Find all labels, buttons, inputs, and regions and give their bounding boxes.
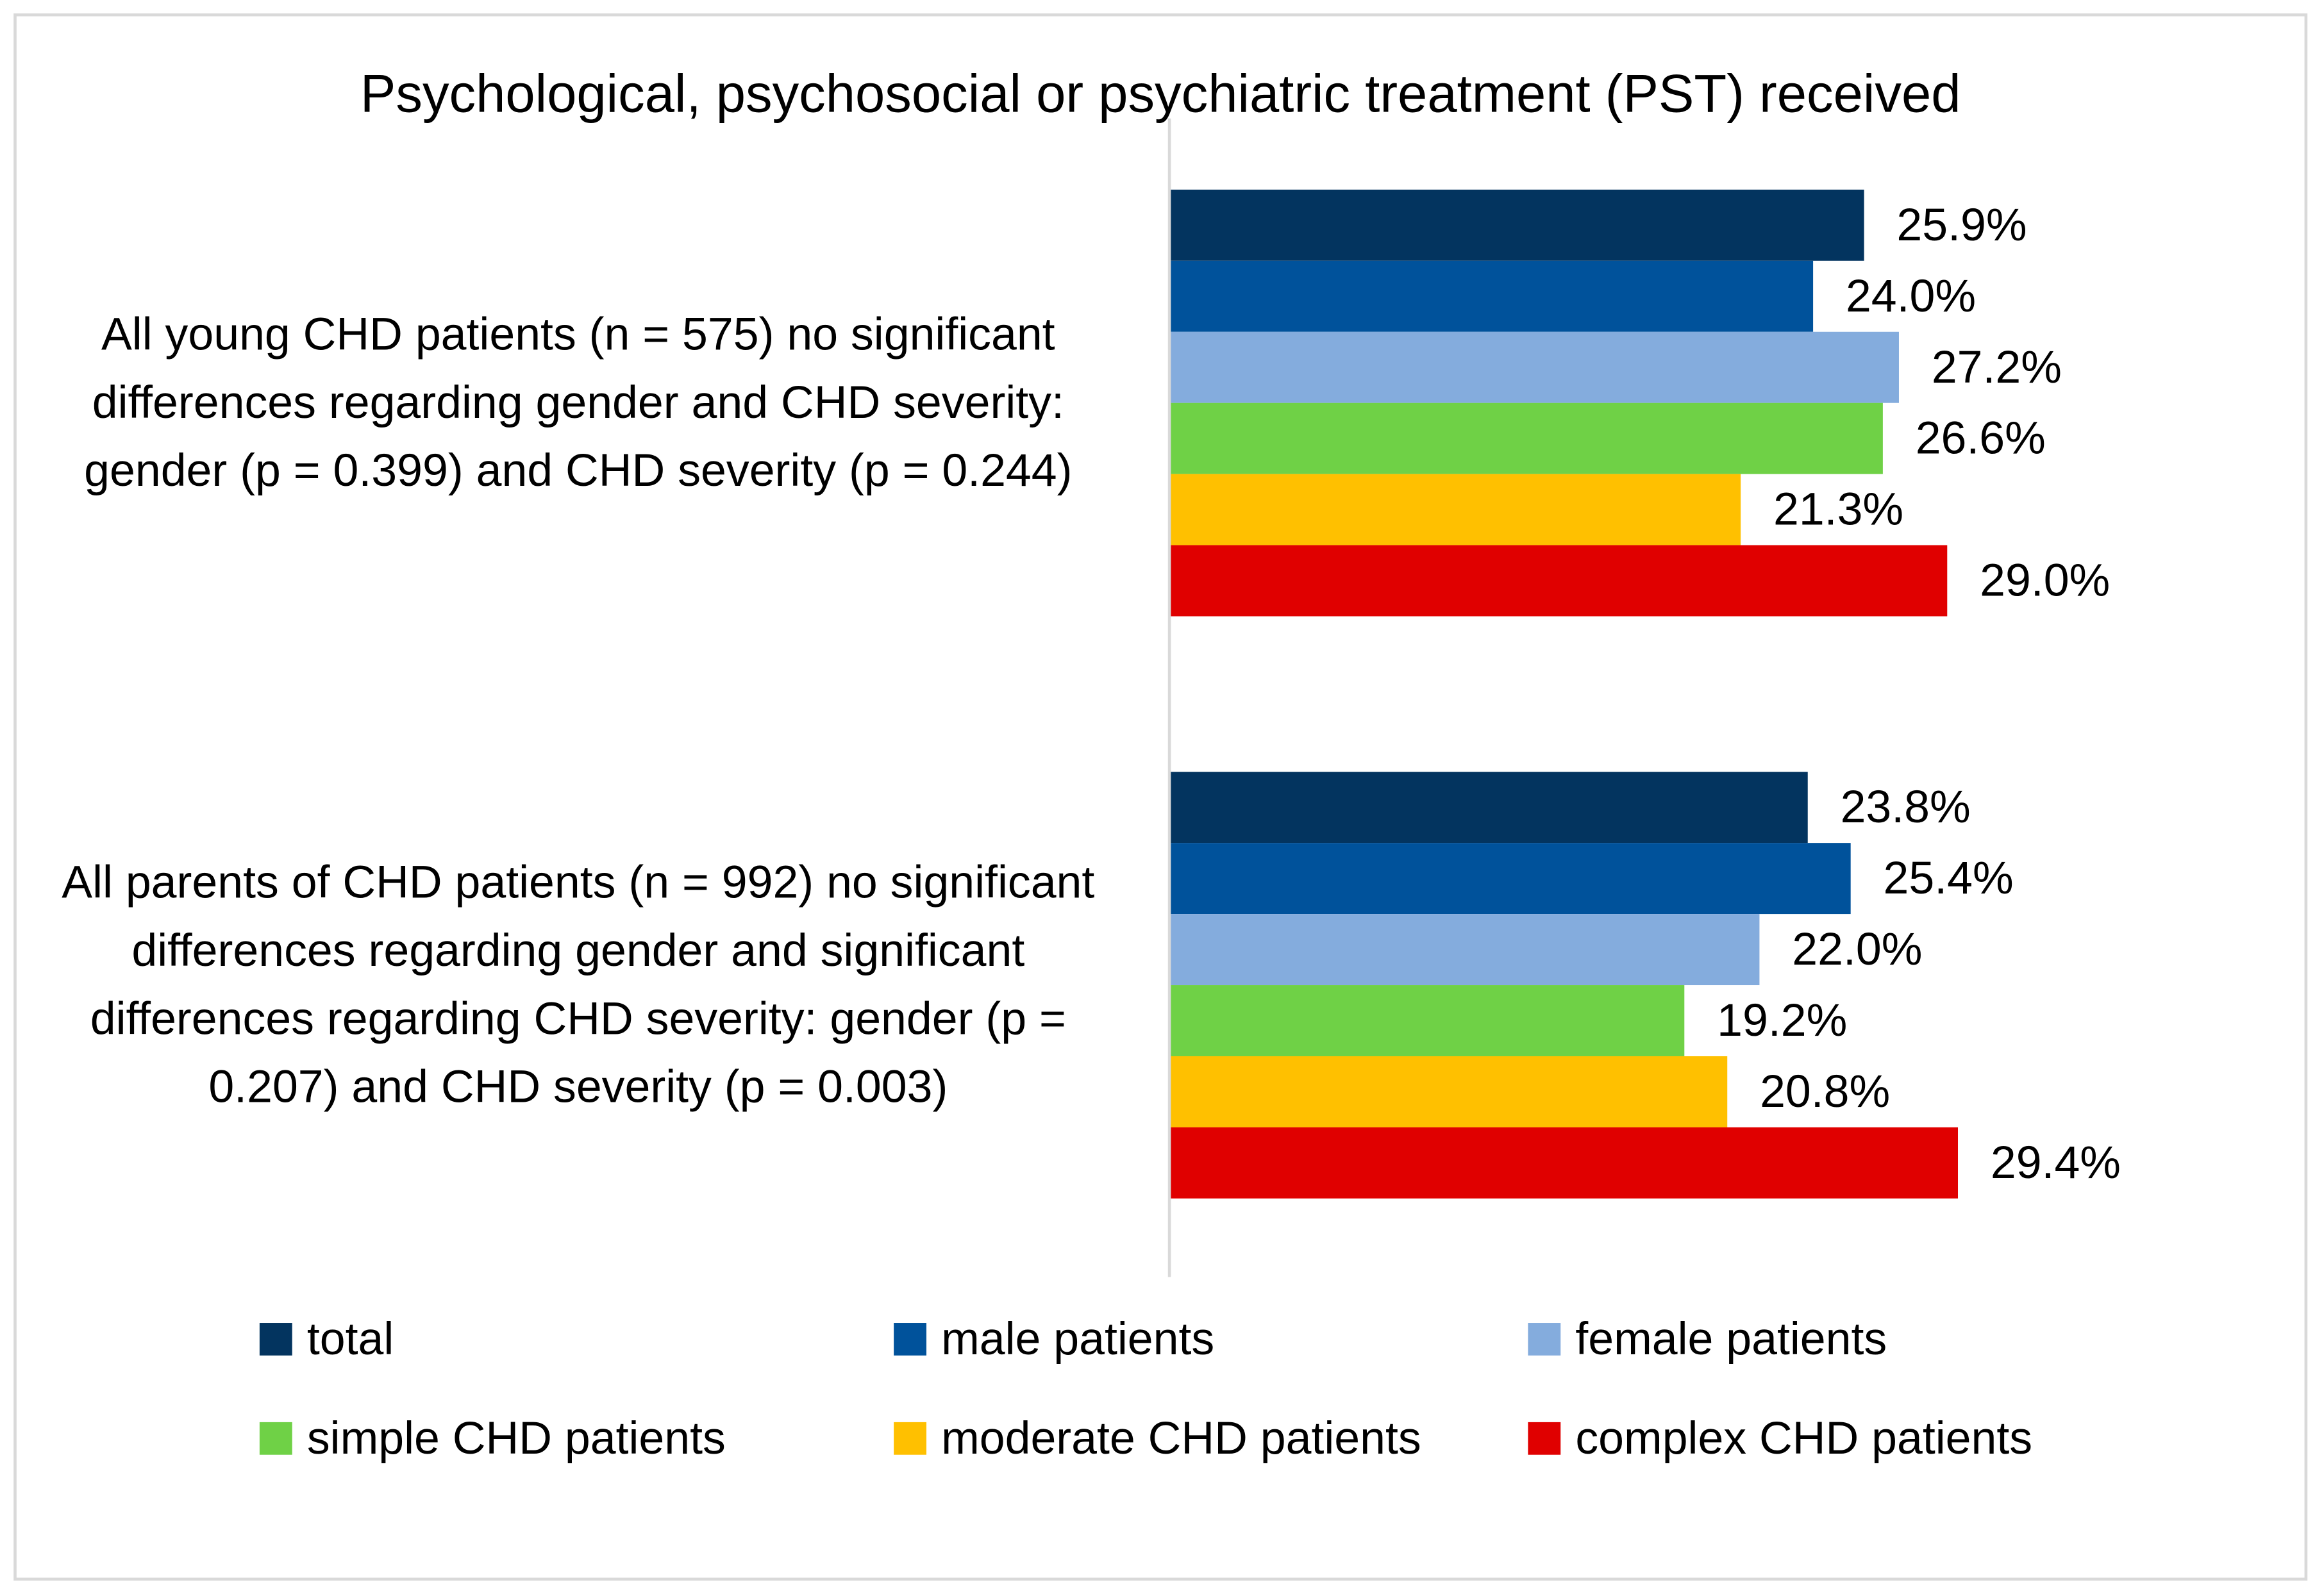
bar xyxy=(1169,914,1760,986)
bar xyxy=(1169,403,1883,474)
value-label: 23.8% xyxy=(1841,781,1971,833)
legend-label: moderate CHD patients xyxy=(941,1413,1421,1464)
value-label: 26.6% xyxy=(1916,413,2046,464)
value-label: 29.4% xyxy=(1991,1137,2121,1188)
category-label-box: All young CHD patients (n = 575) no sign… xyxy=(84,308,1073,497)
bar xyxy=(1169,843,1851,915)
legend-swatch xyxy=(259,1422,292,1455)
legend-swatch xyxy=(1528,1323,1561,1356)
value-label: 25.4% xyxy=(1884,852,2014,904)
bar xyxy=(1169,545,1948,617)
legend-label: male patients xyxy=(941,1313,1214,1365)
legend-swatch xyxy=(894,1323,926,1356)
chart-title: Psychological, psychosocial or psychiatr… xyxy=(360,64,1961,124)
category-label-box: All parents of CHD patients (n = 992) no… xyxy=(62,856,1095,1113)
value-label: 22.0% xyxy=(1792,924,1922,975)
category-label: All parents of CHD patients (n = 992) no… xyxy=(62,856,1095,1113)
bar xyxy=(1169,260,1814,332)
bar xyxy=(1169,1056,1728,1127)
value-label: 24.0% xyxy=(1846,270,1976,322)
bar xyxy=(1169,189,1864,261)
legend-label: complex CHD patients xyxy=(1575,1413,2032,1464)
legend-swatch xyxy=(259,1323,292,1356)
bar xyxy=(1169,772,1808,843)
bar xyxy=(1169,331,1899,403)
legend-swatch xyxy=(1528,1422,1561,1455)
value-label: 29.0% xyxy=(1980,555,2110,606)
legend-label: simple CHD patients xyxy=(307,1413,726,1464)
legend-swatch xyxy=(894,1422,926,1455)
category-label: All young CHD patients (n = 575) no sign… xyxy=(84,308,1073,497)
value-label: 27.2% xyxy=(1932,342,2062,393)
bar xyxy=(1169,474,1741,545)
value-label: 25.9% xyxy=(1896,199,2027,251)
value-label: 20.8% xyxy=(1760,1066,1890,1117)
legend-label: total xyxy=(307,1313,394,1365)
legend-label: female patients xyxy=(1575,1313,1887,1365)
chart-border xyxy=(13,13,2308,1581)
value-label: 21.3% xyxy=(1773,484,1903,535)
value-label: 19.2% xyxy=(1717,995,1847,1046)
bar xyxy=(1169,1127,1959,1199)
bar xyxy=(1169,985,1685,1056)
